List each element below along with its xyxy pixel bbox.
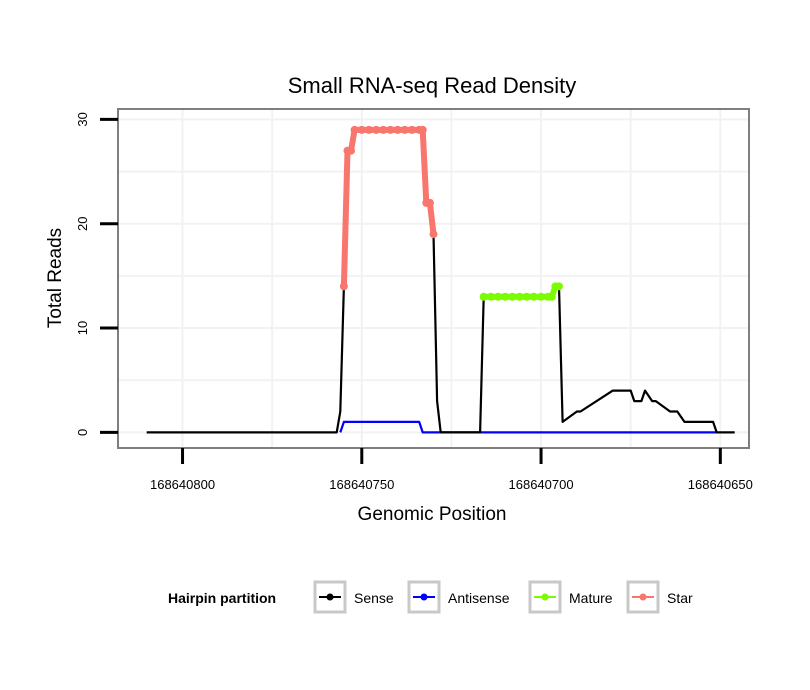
legend-title: Hairpin partition: [168, 590, 276, 606]
legend-key-point: [326, 593, 334, 601]
data-point-star: [429, 230, 438, 239]
legend-item-star: Star: [626, 580, 693, 614]
x-tick-label: 168640800: [150, 477, 215, 492]
data-point-star: [407, 125, 416, 134]
data-point-star: [347, 146, 356, 155]
data-point-star: [379, 125, 388, 134]
data-point-star: [393, 125, 402, 134]
legend-key-point: [639, 593, 647, 601]
plot-area: [117, 108, 750, 449]
data-point-star: [339, 282, 348, 291]
x-tick-label: 168640700: [509, 477, 574, 492]
data-point-mature: [547, 292, 556, 301]
data-point-mature: [501, 292, 510, 301]
data-point-mature: [522, 292, 531, 301]
data-point-mature: [494, 292, 503, 301]
legend-key-point: [420, 593, 428, 601]
series-layer: [146, 125, 735, 434]
y-tick-label: 10: [75, 321, 90, 335]
data-point-star: [425, 198, 434, 207]
chart-title: Small RNA-seq Read Density: [288, 73, 577, 98]
legend-label: Sense: [354, 590, 394, 606]
data-point-mature: [486, 292, 495, 301]
legend-key-point: [541, 593, 549, 601]
data-point-mature: [479, 292, 488, 301]
axes: 168640800 168640750 168640700 168640650 0 10 2…: [75, 112, 753, 492]
data-point-star: [357, 125, 366, 134]
legend-label: Star: [667, 590, 693, 606]
data-point-star: [386, 125, 395, 134]
plot-border: [117, 108, 750, 449]
y-tick-label: 20: [75, 217, 90, 231]
data-point-mature: [515, 292, 524, 301]
legend-item-antisense: Antisense: [407, 580, 510, 614]
data-point-mature: [508, 292, 517, 301]
data-point-mature: [537, 292, 546, 301]
y-tick-label: 30: [75, 112, 90, 126]
y-axis-title: Total Reads: [45, 228, 66, 328]
data-point-mature: [554, 282, 563, 291]
data-point-star: [418, 125, 427, 134]
data-point-star: [364, 125, 373, 134]
legend-item-mature: Mature: [528, 580, 613, 614]
x-tick-label: 168640650: [688, 477, 753, 492]
data-point-star: [350, 125, 359, 134]
legend-label: Antisense: [448, 590, 510, 606]
x-tick-label: 168640750: [329, 477, 394, 492]
legend-label: Mature: [569, 590, 613, 606]
y-tick-label: 0: [75, 429, 90, 436]
data-point-star: [372, 125, 381, 134]
legend-item-sense: Sense: [313, 580, 394, 614]
data-point-mature: [529, 292, 538, 301]
legend: Hairpin partition Sense Antisense Mature St…: [168, 580, 693, 614]
data-point-star: [400, 125, 409, 134]
series-line-antisense: [339, 420, 717, 434]
x-axis-title: Genomic Position: [358, 504, 507, 525]
